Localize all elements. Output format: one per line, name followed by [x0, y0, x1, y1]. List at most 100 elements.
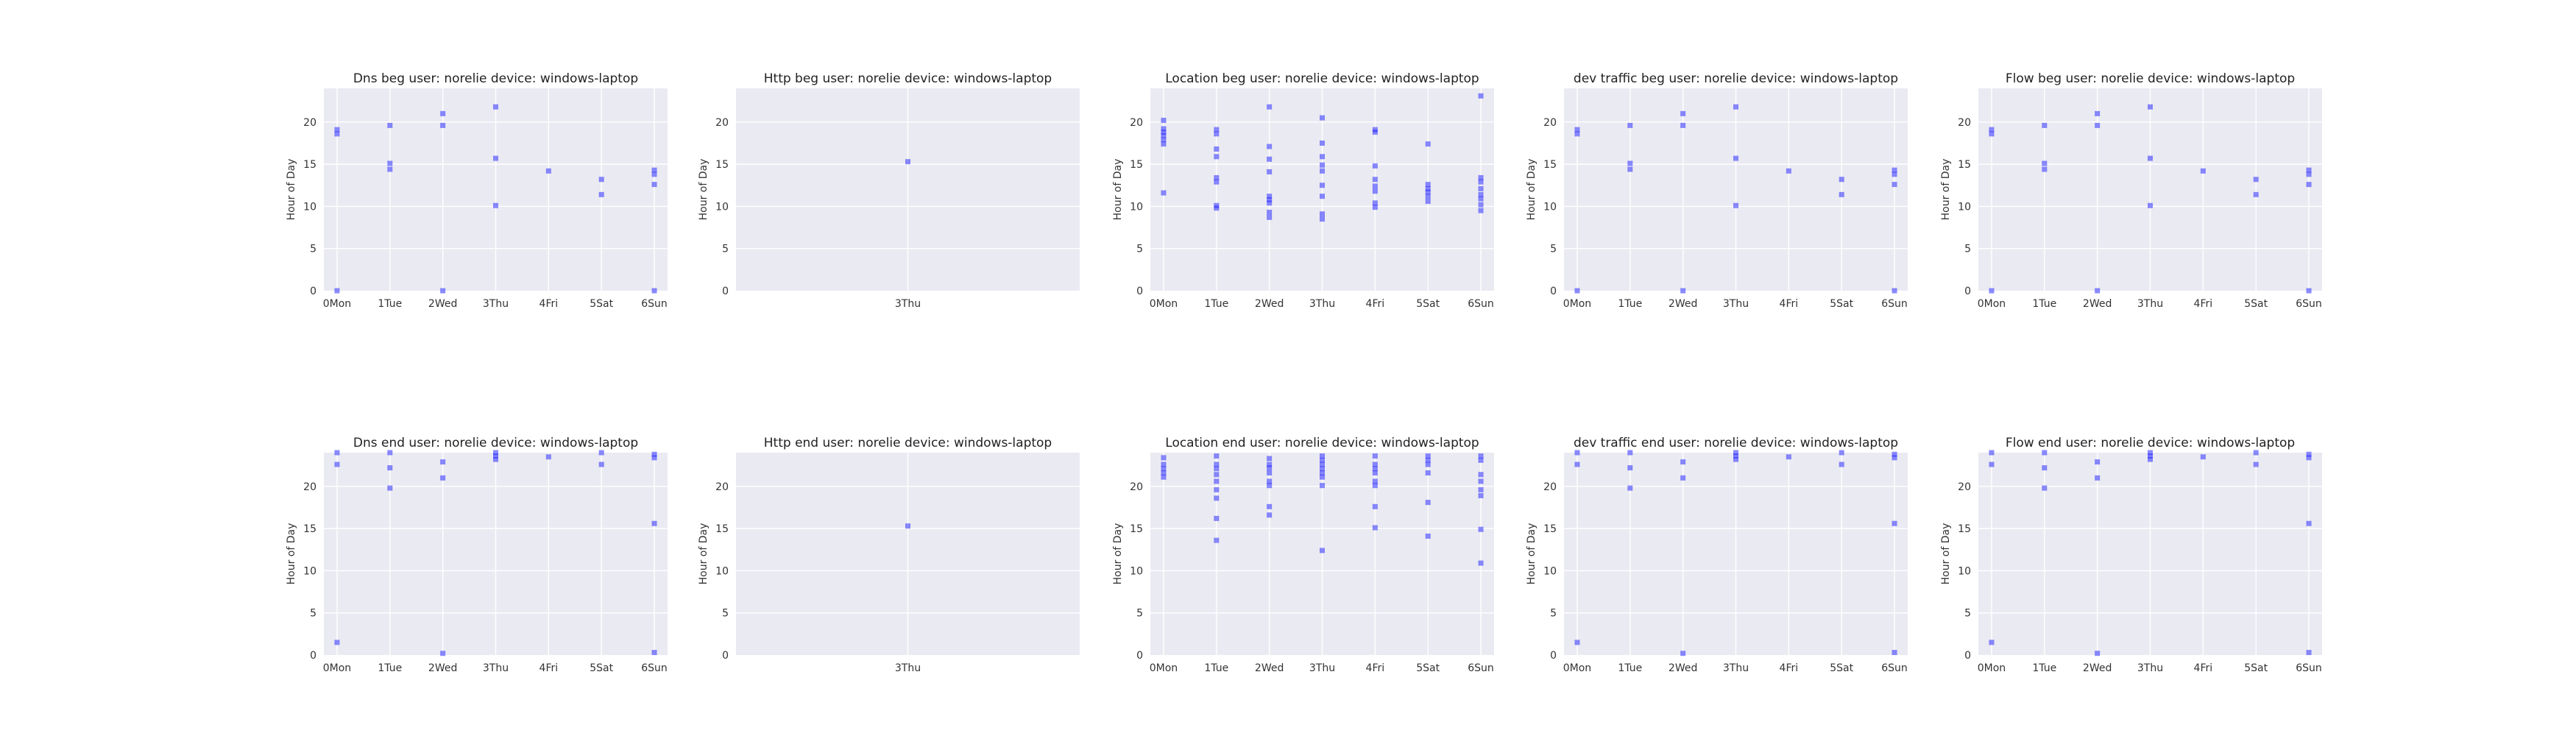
y-tick-label: 20	[715, 117, 729, 129]
data-point	[545, 454, 551, 460]
data-point	[1267, 197, 1273, 202]
data-point	[1839, 191, 1844, 197]
data-point	[1161, 474, 1167, 480]
chart-title: Dns beg user: norelie device: windows-la…	[353, 71, 638, 86]
y-axis-label: Hour of Day	[286, 159, 297, 221]
data-point	[1320, 453, 1325, 459]
data-point	[1320, 474, 1325, 480]
y-tick-label: 15	[1958, 523, 1971, 535]
y-tick-label: 15	[1543, 159, 1557, 171]
data-point	[1161, 190, 1167, 196]
y-tick-label: 5	[1550, 608, 1557, 620]
data-point	[1425, 182, 1431, 188]
y-tick-label: 15	[1130, 523, 1143, 535]
subplot-4: Flow beg user: norelie device: windows-l…	[1940, 71, 2322, 310]
data-point	[1267, 144, 1273, 149]
data-point	[1320, 470, 1325, 475]
y-axis-label: Hour of Day	[698, 523, 710, 585]
data-point	[598, 191, 604, 197]
y-tick-label: 10	[1958, 201, 1971, 213]
data-point	[905, 159, 910, 165]
data-point	[1267, 470, 1273, 475]
x-tick-label: 5Sat	[1830, 662, 1853, 674]
x-tick-label: 5Sat	[590, 662, 613, 674]
data-point	[1478, 185, 1484, 191]
y-tick-label: 5	[722, 244, 729, 255]
data-point	[1214, 472, 1220, 478]
y-tick-label: 15	[303, 523, 316, 535]
data-point	[1267, 214, 1273, 220]
y-tick-label: 0	[310, 286, 316, 297]
data-point	[1425, 185, 1431, 191]
y-tick-label: 5	[1550, 244, 1557, 255]
chart-title: Http beg user: norelie device: windows-l…	[764, 71, 1052, 86]
x-tick-label: 4Fri	[539, 662, 559, 674]
data-point	[2042, 485, 2048, 491]
y-axis-label: Hour of Day	[286, 523, 297, 585]
data-point	[1989, 640, 1995, 645]
y-tick-label: 5	[722, 608, 729, 620]
y-tick-label: 20	[1130, 481, 1143, 493]
data-point	[1267, 156, 1273, 162]
data-point	[1214, 202, 1220, 208]
y-axis-label: Hour of Day	[1940, 159, 1952, 221]
data-point	[1733, 155, 1738, 161]
data-point	[387, 122, 393, 128]
data-point	[387, 160, 393, 166]
x-tick-label: 1Tue	[2032, 298, 2056, 310]
data-point	[1680, 288, 1686, 294]
data-point	[2253, 191, 2259, 197]
data-point	[334, 288, 340, 294]
data-point	[1267, 104, 1273, 110]
y-tick-label: 5	[1136, 608, 1143, 620]
y-tick-label: 0	[1136, 286, 1143, 297]
data-point	[334, 450, 340, 456]
data-point	[1372, 525, 1378, 531]
data-point	[1989, 131, 1995, 137]
x-tick-label: 6Sun	[1468, 662, 1494, 674]
data-point	[1161, 118, 1167, 124]
x-tick-label: 6Sun	[641, 662, 668, 674]
data-point	[1627, 485, 1633, 491]
y-tick-label: 20	[1958, 481, 1971, 493]
data-point	[2306, 455, 2312, 461]
y-tick-label: 20	[303, 481, 316, 493]
x-tick-label: 4Fri	[2194, 298, 2213, 310]
y-tick-label: 10	[1130, 201, 1143, 213]
data-point	[2306, 650, 2312, 656]
data-point	[1892, 451, 1897, 457]
data-point	[1267, 478, 1273, 484]
x-tick-label: 6Sun	[641, 298, 668, 310]
data-point	[1627, 450, 1633, 456]
data-point	[1214, 537, 1220, 543]
data-point	[1478, 478, 1484, 484]
data-point	[1267, 194, 1273, 199]
x-tick-label: 0Mon	[323, 662, 351, 674]
x-tick-label: 3Thu	[2137, 298, 2163, 310]
data-point	[1733, 456, 1738, 462]
x-tick-label: 5Sat	[1830, 298, 1853, 310]
data-point	[2095, 475, 2101, 481]
data-point	[2306, 520, 2312, 526]
data-point	[1478, 179, 1484, 185]
subplot-2: Location beg user: norelie device: windo…	[1112, 71, 1494, 310]
data-point	[1267, 483, 1273, 489]
y-tick-label: 0	[1136, 650, 1143, 662]
chart-title: dev traffic end user: norelie device: wi…	[1574, 436, 1898, 450]
data-point	[1372, 466, 1378, 472]
data-point	[1680, 110, 1686, 116]
data-point	[1892, 650, 1897, 656]
x-tick-label: 4Fri	[1780, 298, 1799, 310]
data-point	[1161, 132, 1167, 138]
data-point	[1680, 122, 1686, 128]
x-tick-label: 5Sat	[2244, 298, 2268, 310]
chart-title: Dns end user: norelie device: windows-la…	[353, 436, 638, 450]
data-point	[1425, 141, 1431, 147]
y-tick-label: 20	[1543, 117, 1557, 129]
data-point	[1267, 512, 1273, 518]
data-point	[2042, 160, 2048, 166]
data-point	[2042, 166, 2048, 172]
x-tick-label: 1Tue	[378, 662, 402, 674]
y-tick-label: 5	[1964, 244, 1971, 255]
data-point	[334, 127, 340, 132]
